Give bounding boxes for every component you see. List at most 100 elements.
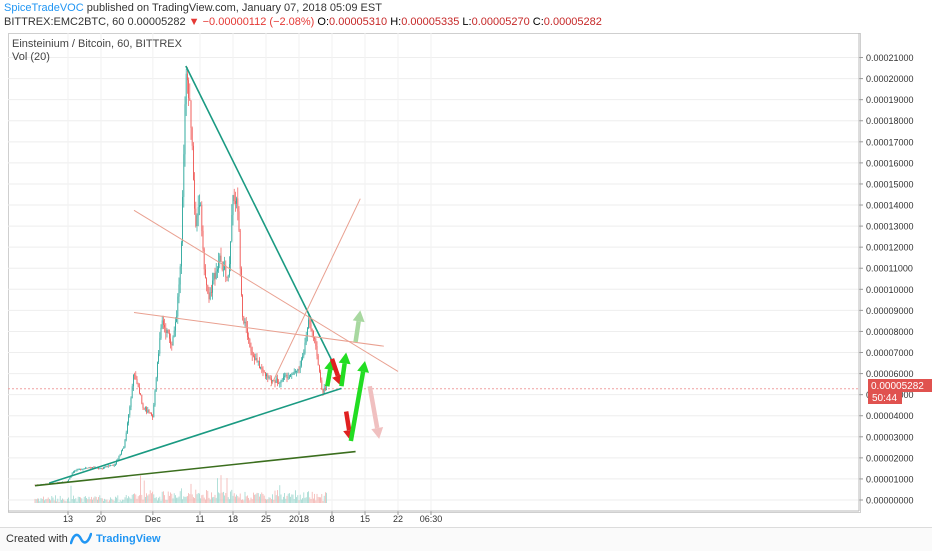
volume-bar <box>280 494 282 503</box>
candle-body <box>80 469 81 470</box>
volume-bar <box>176 497 177 503</box>
y-tick-label: 0.00000000 <box>866 496 914 506</box>
candle-body <box>215 271 217 279</box>
candle-body <box>128 414 129 423</box>
volume-bar <box>262 494 264 503</box>
volume-bar <box>69 501 71 503</box>
volume-bar <box>129 497 131 503</box>
candle-body <box>237 198 239 212</box>
volume-bar <box>268 497 270 503</box>
candle-body <box>85 468 86 469</box>
volume-bar <box>253 492 254 503</box>
volume-bar <box>68 497 69 503</box>
volume-bar <box>121 501 122 503</box>
volume-bar <box>271 499 272 503</box>
volume-bar <box>83 496 85 503</box>
y-tick-label: 0.00001000 <box>866 474 914 484</box>
x-tick-label: 8 <box>329 514 334 524</box>
volume-bar <box>219 493 221 503</box>
y-tick-label: 0.00017000 <box>866 137 914 147</box>
volume-bar <box>212 497 213 503</box>
candle-body <box>308 319 309 329</box>
candle-body <box>122 448 123 451</box>
chart-legend-title: Einsteinium / Bitcoin, 60, BITTREX <box>12 38 182 50</box>
volume-bar <box>134 493 135 503</box>
tradingview-logo-icon[interactable] <box>70 531 92 545</box>
candle-body <box>98 467 99 469</box>
volume-bar <box>250 497 252 503</box>
y-tick-label: 0.00014000 <box>866 201 914 211</box>
volume-legend: Vol (20) <box>12 51 50 63</box>
volume-bar <box>315 500 317 503</box>
volume-bar <box>221 492 223 503</box>
volume-bar <box>100 498 102 503</box>
candle-body <box>205 269 206 279</box>
volume-bar <box>161 491 163 503</box>
candle-body <box>275 378 277 383</box>
volume-bar <box>99 495 101 503</box>
volume-bar <box>87 499 89 503</box>
candle-body <box>280 380 282 383</box>
candle-body <box>219 255 221 263</box>
candle-body <box>149 412 151 413</box>
volume-bar <box>316 493 318 503</box>
candle-body <box>189 98 191 101</box>
volume-bar <box>115 496 116 503</box>
volume-bar <box>163 491 164 503</box>
candle-body <box>167 330 169 333</box>
candle-body <box>69 477 71 480</box>
y-tick-label: 0.00006000 <box>866 369 914 379</box>
author-link[interactable]: SpiceTradeVOC <box>4 2 84 14</box>
candle-body <box>113 464 115 466</box>
volume-bar <box>311 491 313 503</box>
volume-bar <box>283 496 284 503</box>
volume-bar <box>209 499 211 503</box>
volume-bar <box>52 497 54 503</box>
candle-body <box>148 410 150 413</box>
volume-bar <box>200 498 201 503</box>
volume-bar <box>97 499 98 503</box>
candle-body <box>163 320 164 325</box>
price-chart[interactable]: 0.00021000 0.00020000 0.00019000 0.00018000… <box>0 0 932 527</box>
candle-body <box>257 360 259 362</box>
volume-bar <box>305 497 307 503</box>
volume-bar <box>292 494 294 503</box>
published-text: published on TradingView.com, January 07… <box>86 2 382 14</box>
volume-bar <box>261 492 263 503</box>
volume-bar <box>70 485 72 503</box>
candle-body <box>196 215 198 227</box>
candle-body <box>207 285 209 294</box>
candle-body <box>166 330 168 333</box>
volume-bar <box>116 497 117 503</box>
candle-body <box>116 460 117 465</box>
volume-bar <box>44 500 45 503</box>
volume-bar <box>230 491 231 503</box>
open-label: O: <box>317 16 330 28</box>
volume-bar <box>256 492 258 503</box>
volume-bar <box>43 496 44 503</box>
candle-body <box>259 360 260 369</box>
candle-body <box>212 280 213 293</box>
candle-body <box>220 255 222 262</box>
volume-bar <box>321 494 323 503</box>
volume-bar <box>107 501 109 503</box>
volume-bar <box>214 494 216 503</box>
candle-body <box>93 467 95 469</box>
candle-body <box>129 407 131 415</box>
tradingview-brand-link[interactable]: TradingView <box>96 533 161 545</box>
volume-bar <box>313 498 314 503</box>
candle-body <box>223 269 224 271</box>
volume-bar <box>55 495 56 503</box>
volume-bar <box>82 501 84 503</box>
volume-bar <box>141 494 143 503</box>
volume-bar <box>124 497 126 503</box>
candle-body <box>142 403 144 408</box>
candle-body <box>172 337 174 346</box>
volume-bar <box>301 499 302 503</box>
volume-bar <box>38 498 39 503</box>
y-tick-label: 0.00007000 <box>866 348 914 358</box>
volume-bar <box>319 497 320 503</box>
candle-body <box>185 73 187 105</box>
candle-body <box>118 455 120 460</box>
candle-body <box>283 376 284 380</box>
